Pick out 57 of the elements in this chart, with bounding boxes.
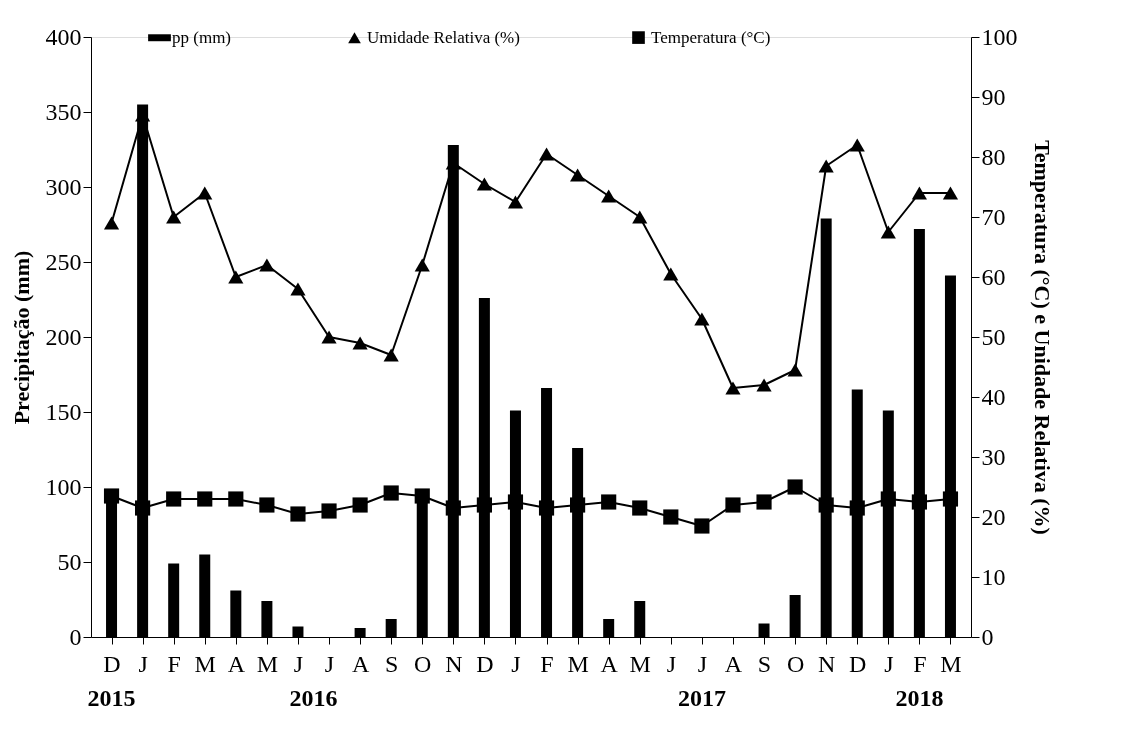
y-tick-label: 250: [45, 248, 82, 275]
x-tick-label: M: [629, 650, 651, 677]
y2-tick-label: 70: [981, 203, 1006, 230]
x-tick-label: M: [567, 650, 589, 677]
y2-tick-label: 40: [981, 383, 1006, 410]
y2-tick-label: 10: [981, 563, 1006, 590]
x-tick-label: J: [884, 650, 894, 677]
x-tick-label: N: [445, 650, 463, 677]
text: 2018: [895, 685, 944, 711]
x-tick-label: J: [511, 650, 521, 677]
legend-label: Umidade Relativa (%): [367, 27, 520, 47]
x-tick-label: A: [351, 650, 370, 677]
y-tick-label: 200: [45, 323, 82, 350]
x-tick-label: S: [385, 650, 399, 677]
x-tick-label: J: [293, 650, 304, 677]
y2-tick-label: 50: [981, 323, 1006, 350]
x-tick-label: M: [194, 650, 216, 677]
text: 2016: [289, 685, 338, 711]
y-axis-title: Precipitação (mm): [8, 250, 34, 425]
y-tick-label: 100: [45, 473, 82, 500]
y2-tick-label: 80: [981, 143, 1006, 170]
x-tick-label: O: [414, 650, 432, 677]
x-tick-label: M: [256, 650, 279, 677]
x-tick-label: D: [849, 650, 867, 677]
x-tick-label: A: [724, 650, 743, 677]
y2-tick-label: 30: [981, 443, 1006, 470]
y-tick-label: 0: [69, 623, 82, 650]
y2-tick-label: 100: [981, 23, 1018, 50]
x-tick-label: A: [600, 650, 619, 677]
x-tick-label: J: [324, 650, 335, 677]
y2-tick-label: 0: [981, 623, 994, 650]
x-tick-label: O: [786, 650, 805, 677]
x-tick-label: F: [540, 650, 554, 677]
x-tick-label: F: [913, 650, 927, 677]
x-tick-label: D: [476, 650, 494, 677]
y2-tick-label: 20: [981, 503, 1006, 530]
y-tick-label: 150: [45, 398, 82, 425]
text: 2017: [677, 685, 726, 711]
x-tick-label: D: [103, 650, 121, 677]
y2-tick-label: 60: [981, 263, 1006, 290]
y2-tick-label: 90: [981, 83, 1006, 110]
y2-axis-title: Temperatura (°C) e Unidade Relativa (%): [1029, 140, 1055, 535]
y-tick-label: 350: [45, 98, 82, 125]
x-tick-label: S: [757, 650, 772, 677]
legend-label: Temperatura (°C): [651, 27, 771, 47]
y-tick-label: 400: [45, 23, 82, 50]
y-tick-label: 50: [57, 548, 82, 575]
x-tick-label: N: [818, 650, 836, 677]
x-tick-label: A: [227, 650, 246, 677]
x-tick-label: J: [138, 650, 148, 677]
x-tick-label: M: [940, 650, 962, 677]
legend-label: pp (mm): [172, 27, 232, 47]
x-tick-label: F: [167, 650, 181, 677]
text: 2015: [87, 685, 136, 711]
x-tick-label: J: [666, 650, 676, 677]
x-tick-label: J: [697, 650, 708, 677]
y-tick-label: 300: [45, 173, 82, 200]
